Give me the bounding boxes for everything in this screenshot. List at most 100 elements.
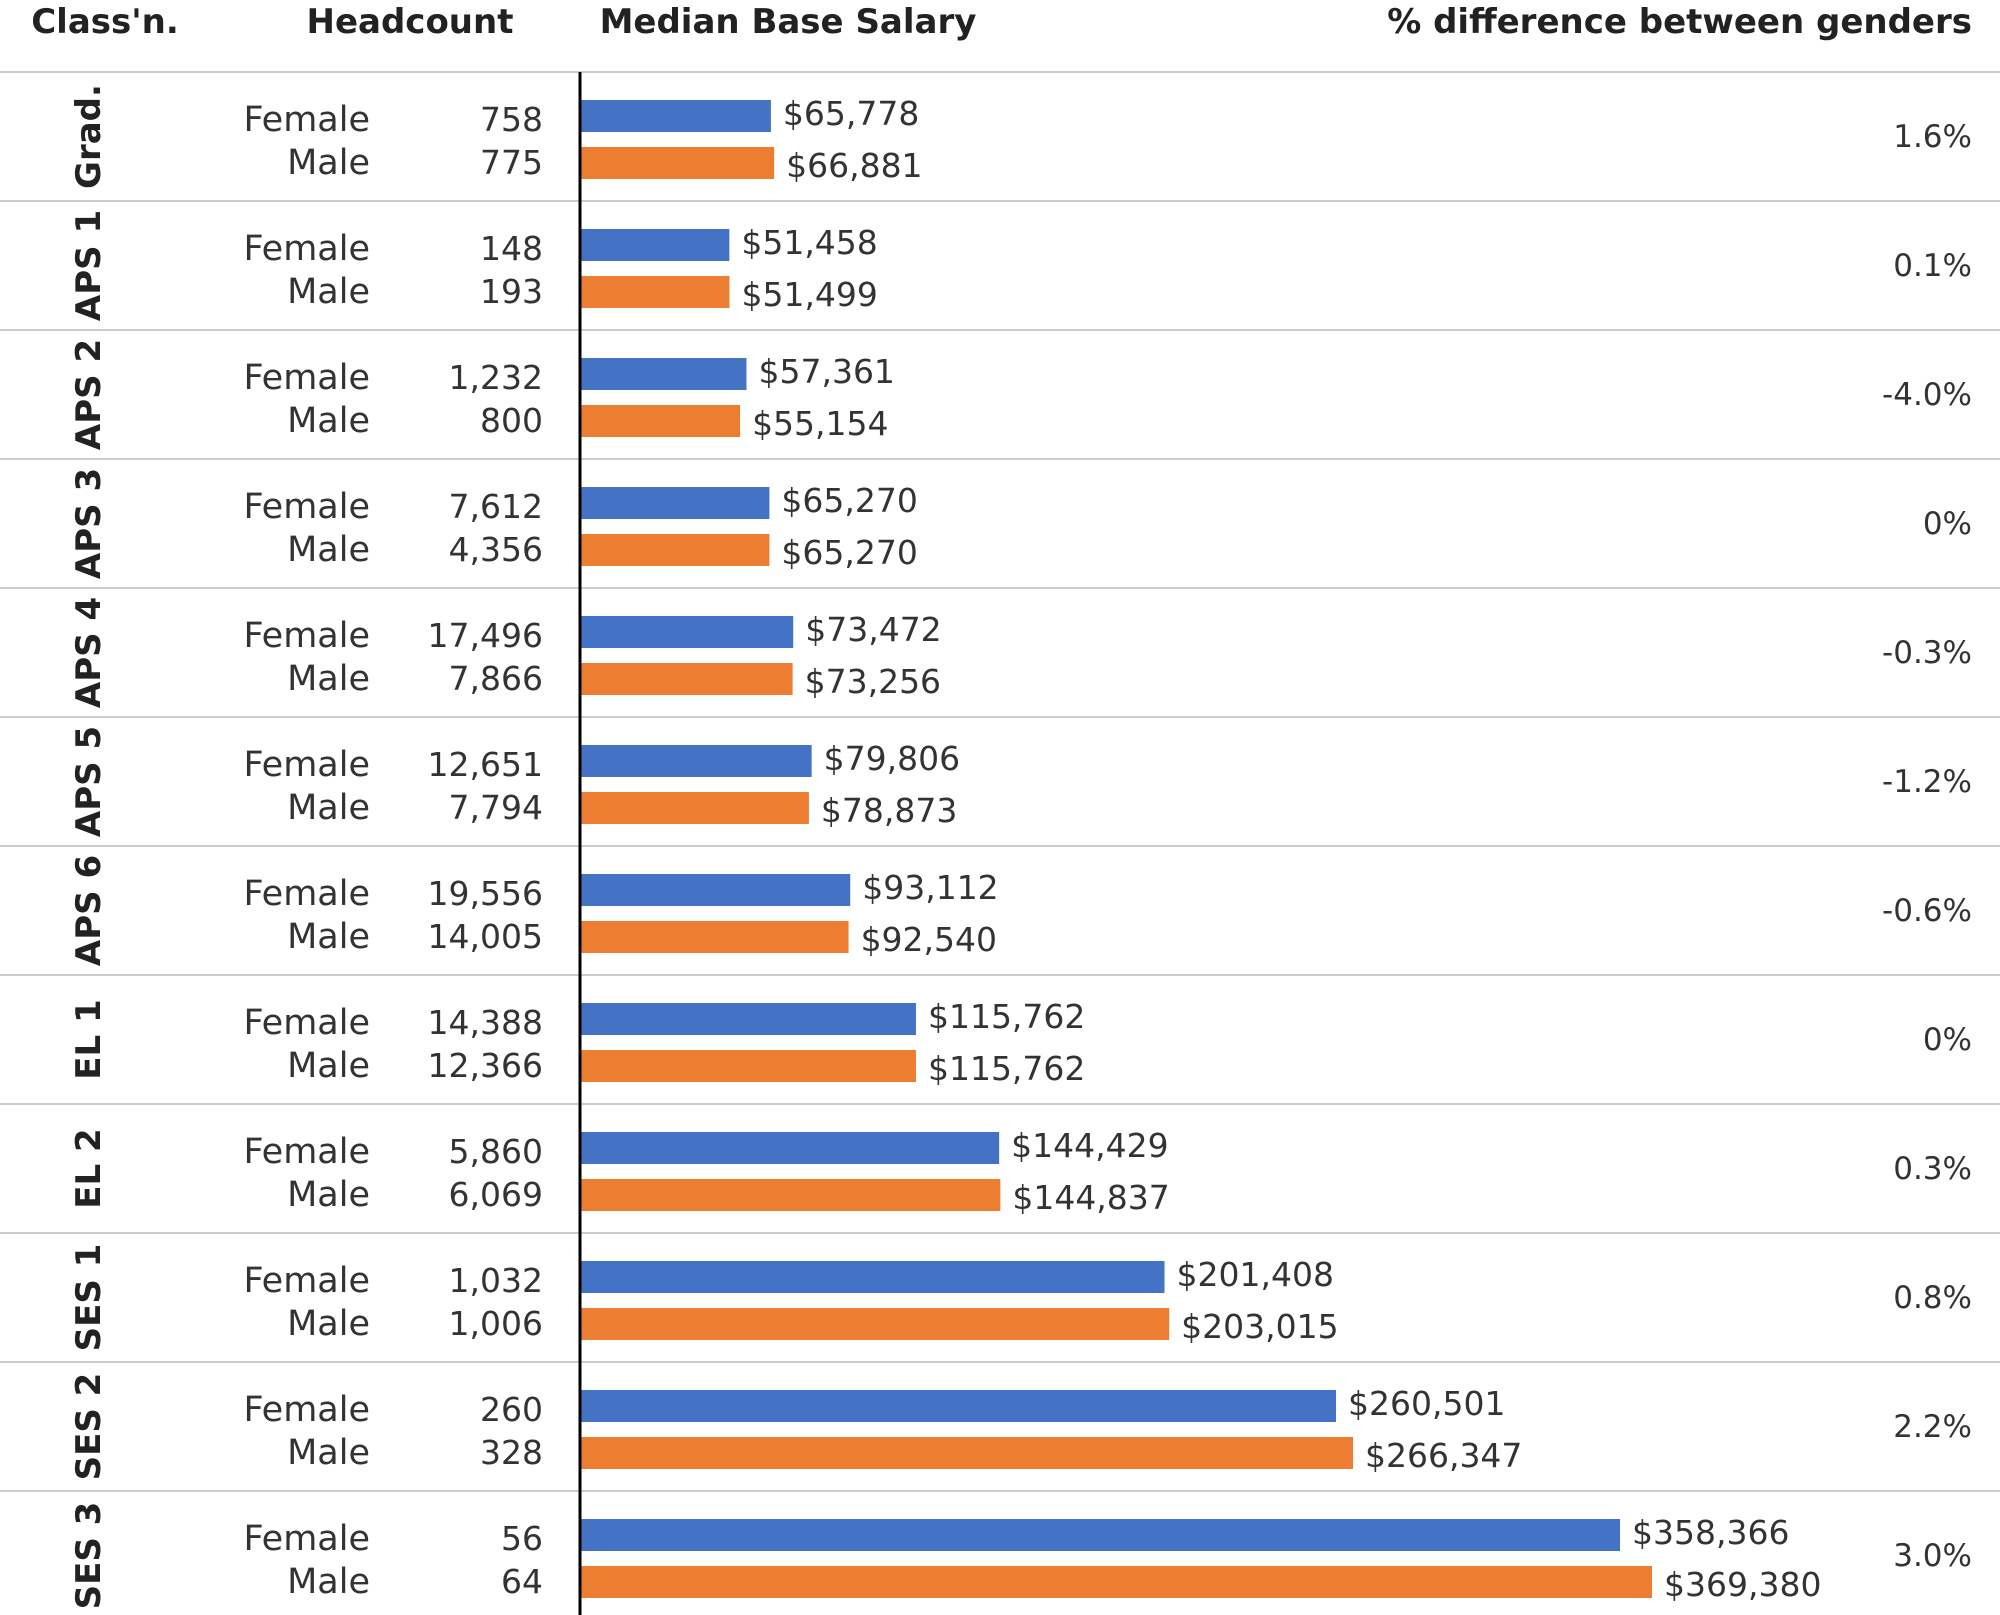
classification-label: SES 2 — [69, 1373, 109, 1481]
classification-label: EL 1 — [69, 999, 109, 1079]
headcount-female: 148 — [480, 229, 543, 268]
value-label-female: $358,366 — [1632, 1513, 1789, 1552]
gender-label-male: Male — [287, 530, 370, 570]
headcount-male: 6,069 — [449, 1175, 543, 1214]
value-label-female: $260,501 — [1348, 1384, 1505, 1423]
bar-female — [580, 1261, 1165, 1293]
value-label-female: $51,458 — [741, 223, 877, 262]
headcount-male: 328 — [480, 1433, 543, 1472]
headcount-male: 193 — [480, 272, 543, 311]
headcount-male: 12,366 — [428, 1046, 543, 1085]
classification-label: APS 3 — [69, 468, 109, 579]
value-label-female: $73,472 — [805, 610, 941, 649]
bar-female — [580, 100, 771, 132]
classification-label: EL 2 — [69, 1128, 109, 1208]
bar-male — [580, 663, 793, 695]
gender-label-female: Female — [243, 745, 370, 785]
header-classification: Class'n. — [31, 2, 179, 42]
value-label-male: $144,837 — [1012, 1178, 1169, 1217]
difference-value: 0.3% — [1893, 1151, 1972, 1187]
value-label-male: $51,499 — [741, 275, 877, 314]
bar-male — [580, 405, 741, 437]
bar-female — [580, 1519, 1621, 1551]
classification-label: APS 5 — [69, 726, 109, 837]
gender-label-male: Male — [287, 788, 370, 828]
headcount-female: 758 — [480, 100, 543, 139]
difference-value: 0% — [1923, 1022, 1972, 1058]
classification-label: SES 3 — [69, 1502, 109, 1610]
headcount-female: 7,612 — [449, 487, 543, 526]
gender-label-female: Female — [243, 1519, 370, 1559]
headcount-female: 5,860 — [449, 1132, 543, 1171]
classification-label: APS 6 — [69, 855, 109, 966]
gender-label-female: Female — [243, 1390, 370, 1430]
gender-label-male: Male — [287, 1304, 370, 1344]
gender-label-male: Male — [287, 917, 370, 957]
value-label-male: $203,015 — [1181, 1307, 1338, 1346]
difference-value: -1.2% — [1882, 764, 1972, 800]
bar-male — [580, 534, 770, 566]
gender-label-female: Female — [243, 1132, 370, 1172]
value-label-female: $57,361 — [758, 352, 894, 391]
value-label-female: $201,408 — [1177, 1255, 1334, 1294]
classification-label: APS 1 — [69, 210, 109, 321]
value-label-female: $93,112 — [862, 868, 998, 907]
headcount-male: 4,356 — [449, 530, 543, 569]
headcount-female: 1,232 — [449, 358, 543, 397]
value-label-female: $65,778 — [783, 94, 919, 133]
headcount-male: 7,794 — [449, 788, 543, 827]
classification-label: APS 2 — [69, 339, 109, 450]
gender-label-male: Male — [287, 401, 370, 441]
bar-male — [580, 1566, 1652, 1598]
gender-label-female: Female — [243, 616, 370, 656]
gender-label-female: Female — [243, 100, 370, 140]
value-label-male: $92,540 — [861, 920, 997, 959]
difference-value: 1.6% — [1893, 119, 1972, 155]
chart-rows: Grad. FemaleMale758775$65,778$66,8811.6%A… — [0, 71, 2000, 1615]
difference-value: 0% — [1923, 506, 1972, 542]
bar-female — [580, 874, 851, 906]
bar-female — [580, 1003, 916, 1035]
gender-label-female: Female — [243, 358, 370, 398]
gender-label-male: Male — [287, 143, 370, 183]
difference-value: -4.0% — [1882, 377, 1972, 413]
bar-female — [580, 1132, 1000, 1164]
value-label-male: $369,380 — [1664, 1565, 1821, 1604]
bar-male — [580, 1437, 1353, 1469]
gender-label-male: Male — [287, 272, 370, 312]
difference-value: 0.1% — [1893, 248, 1972, 284]
gender-label-female: Female — [243, 487, 370, 527]
gender-label-female: Female — [243, 1003, 370, 1043]
value-label-female: $79,806 — [824, 739, 960, 778]
header-headcount: Headcount — [307, 2, 514, 42]
value-label-male: $115,762 — [928, 1049, 1085, 1088]
bar-male — [580, 921, 849, 953]
bar-male — [580, 792, 809, 824]
headcount-male: 7,866 — [449, 659, 543, 698]
bar-female — [580, 616, 794, 648]
header-salary: Median Base Salary — [600, 2, 977, 42]
headcount-female: 17,496 — [428, 616, 543, 655]
gender-label-male: Male — [287, 1562, 370, 1602]
value-label-male: $73,256 — [805, 662, 941, 701]
headcount-male: 775 — [480, 143, 543, 182]
gender-label-female: Female — [243, 1261, 370, 1301]
value-label-male: $65,270 — [781, 533, 917, 572]
headcount-male: 1,006 — [449, 1304, 543, 1343]
difference-value: 2.2% — [1893, 1409, 1972, 1445]
bar-male — [580, 1308, 1170, 1340]
value-label-male: $78,873 — [821, 791, 957, 830]
gender-label-male: Male — [287, 1046, 370, 1086]
headcount-male: 800 — [480, 401, 543, 440]
headcount-female: 12,651 — [428, 745, 543, 784]
classification-label: SES 1 — [69, 1244, 109, 1352]
gender-label-female: Female — [243, 229, 370, 269]
gender-label-male: Male — [287, 1433, 370, 1473]
bar-female — [580, 745, 812, 777]
headcount-female: 14,388 — [428, 1003, 543, 1042]
headcount-female: 1,032 — [449, 1261, 543, 1300]
bar-female — [580, 358, 747, 390]
value-label-male: $55,154 — [752, 404, 888, 443]
difference-value: -0.6% — [1882, 893, 1972, 929]
